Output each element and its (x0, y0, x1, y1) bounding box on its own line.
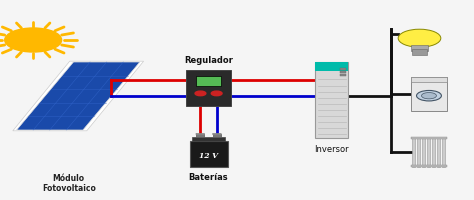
Bar (411, 77, 447, 82)
FancyBboxPatch shape (213, 133, 221, 135)
FancyBboxPatch shape (196, 133, 204, 135)
Circle shape (211, 91, 222, 96)
Bar (190, 141, 228, 167)
Bar (417, 137, 420, 167)
Polygon shape (17, 62, 140, 130)
Text: Regulador: Regulador (184, 56, 233, 65)
Bar (315, 62, 348, 71)
Circle shape (417, 90, 441, 101)
Bar (427, 137, 430, 167)
Bar (411, 45, 428, 51)
Bar (196, 134, 204, 137)
Bar (437, 137, 440, 167)
Bar (432, 137, 435, 167)
Bar (340, 71, 346, 73)
Circle shape (5, 28, 62, 52)
Bar (192, 137, 225, 141)
Bar (422, 137, 425, 167)
Bar (213, 134, 221, 137)
Text: 12 V: 12 V (199, 152, 218, 160)
Bar (442, 137, 446, 167)
Bar (196, 76, 221, 86)
Text: Baterías: Baterías (189, 173, 228, 182)
Bar (411, 137, 447, 139)
Circle shape (421, 93, 437, 99)
Bar (340, 74, 346, 76)
Bar (412, 49, 427, 55)
Bar (315, 62, 348, 138)
Text: Inversor: Inversor (314, 145, 349, 154)
Text: Módulo
Fotovoltaico: Módulo Fotovoltaico (42, 174, 96, 193)
Bar (186, 70, 231, 106)
Polygon shape (13, 61, 144, 131)
Bar (411, 77, 447, 111)
Bar (411, 137, 415, 167)
Circle shape (195, 91, 206, 96)
Bar (340, 68, 346, 70)
Circle shape (398, 29, 441, 47)
Bar (411, 165, 447, 167)
